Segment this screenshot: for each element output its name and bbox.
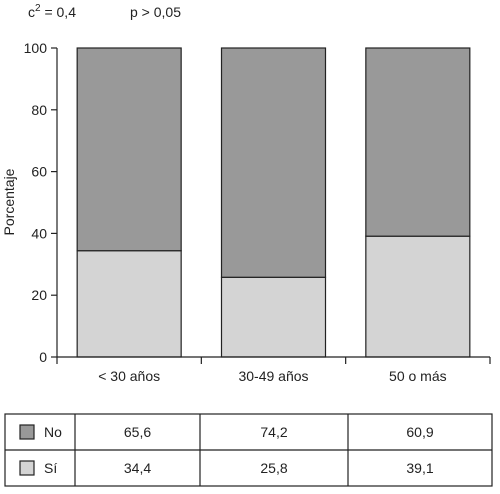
y-tick-label: 80 (31, 102, 47, 118)
bar-segment-no (365, 47, 471, 237)
legend-swatch-no (19, 424, 35, 440)
y-axis: 0 20 40 60 80 100 (24, 40, 58, 365)
table-cell-value: 34,4 (124, 460, 151, 476)
x-axis: < 30 años 30-49 años 50 o más (56, 356, 491, 384)
chi-symbol: c (28, 4, 35, 20)
bar-segment-no (76, 47, 182, 252)
x-category-label: 30-49 años (238, 368, 308, 384)
y-tick-label: 100 (24, 40, 48, 56)
x-category-label: 50 o más (389, 368, 447, 384)
chi-exponent: 2 (35, 3, 41, 14)
table-row: Sí 34,4 25,8 39,1 (19, 460, 434, 476)
table-row: No 65,6 74,2 60,9 (19, 424, 434, 440)
legend-label: No (44, 424, 62, 440)
legend-label: Sí (44, 460, 57, 476)
table-cell-value: 74,2 (260, 424, 287, 440)
y-tick-label: 60 (31, 164, 47, 180)
data-table: No 65,6 74,2 60,9 Sí 34,4 25,8 39,1 (4, 413, 493, 487)
y-tick-label: 0 (39, 349, 47, 365)
y-tick-label: 20 (31, 287, 47, 303)
chi-value: = 0,4 (41, 4, 77, 20)
bar-segment-no (220, 47, 327, 278)
legend-swatch-si (19, 460, 35, 476)
table-cell-value: 60,9 (406, 424, 433, 440)
y-tick-label: 40 (31, 225, 47, 241)
p-value-stat: p > 0,05 (130, 4, 181, 20)
x-category-label: < 30 años (98, 368, 160, 384)
bar-segment-si (220, 276, 327, 358)
table-cell-value: 39,1 (406, 460, 433, 476)
bar-segment-si (365, 235, 471, 358)
table-cell-value: 65,6 (124, 424, 151, 440)
svg-text:c2 = 0,4: c2 = 0,4 (28, 3, 76, 20)
chi-square-stat: c2 = 0,4 (28, 3, 76, 20)
bar-segment-si (76, 250, 182, 358)
table-cell-value: 25,8 (260, 460, 287, 476)
y-axis-label: Porcentaje (1, 168, 17, 235)
bars-group (76, 47, 471, 358)
